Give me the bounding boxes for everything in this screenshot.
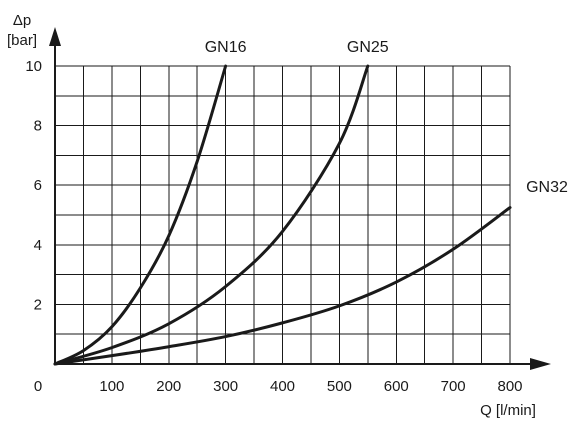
y-tick-label: 8 — [34, 118, 42, 135]
series-line-gn25 — [53, 64, 370, 366]
y-tick-label: 10 — [25, 58, 42, 75]
series-line-gn32 — [53, 206, 512, 366]
axes-layer — [49, 27, 551, 370]
x-tick-label: 400 — [270, 378, 295, 395]
x-tick-label: 300 — [213, 378, 238, 395]
y-tick-label: 2 — [34, 296, 42, 313]
series-label-gn16: GN16 — [205, 39, 247, 56]
y-tick-label: 6 — [34, 177, 42, 194]
y-axis-arrow — [49, 27, 61, 46]
grid-layer — [55, 65, 511, 364]
x-tick-label: 100 — [99, 378, 124, 395]
series-layer — [53, 64, 512, 366]
y-tick-label: 4 — [34, 237, 42, 254]
series-line-gn16 — [53, 64, 228, 366]
x-tick-label: 700 — [441, 378, 466, 395]
series-label-gn32: GN32 — [526, 179, 568, 196]
x-tick-label: 0 — [34, 378, 42, 395]
x-tick-label: 200 — [156, 378, 181, 395]
labels-layer: 0 100 200 300 400 500 600 700 800 2 4 6 8 10 Δp [bar] Q … — [7, 12, 568, 419]
y-axis-label-symbol: Δp — [13, 12, 31, 29]
x-tick-label: 600 — [384, 378, 409, 395]
x-tick-label: 500 — [327, 378, 352, 395]
series-label-gn25: GN25 — [347, 39, 389, 56]
x-tick-label: 800 — [497, 378, 522, 395]
x-axis-arrow — [530, 358, 551, 370]
y-axis-label-unit: [bar] — [7, 32, 37, 49]
x-axis-label: Q [l/min] — [480, 402, 536, 419]
